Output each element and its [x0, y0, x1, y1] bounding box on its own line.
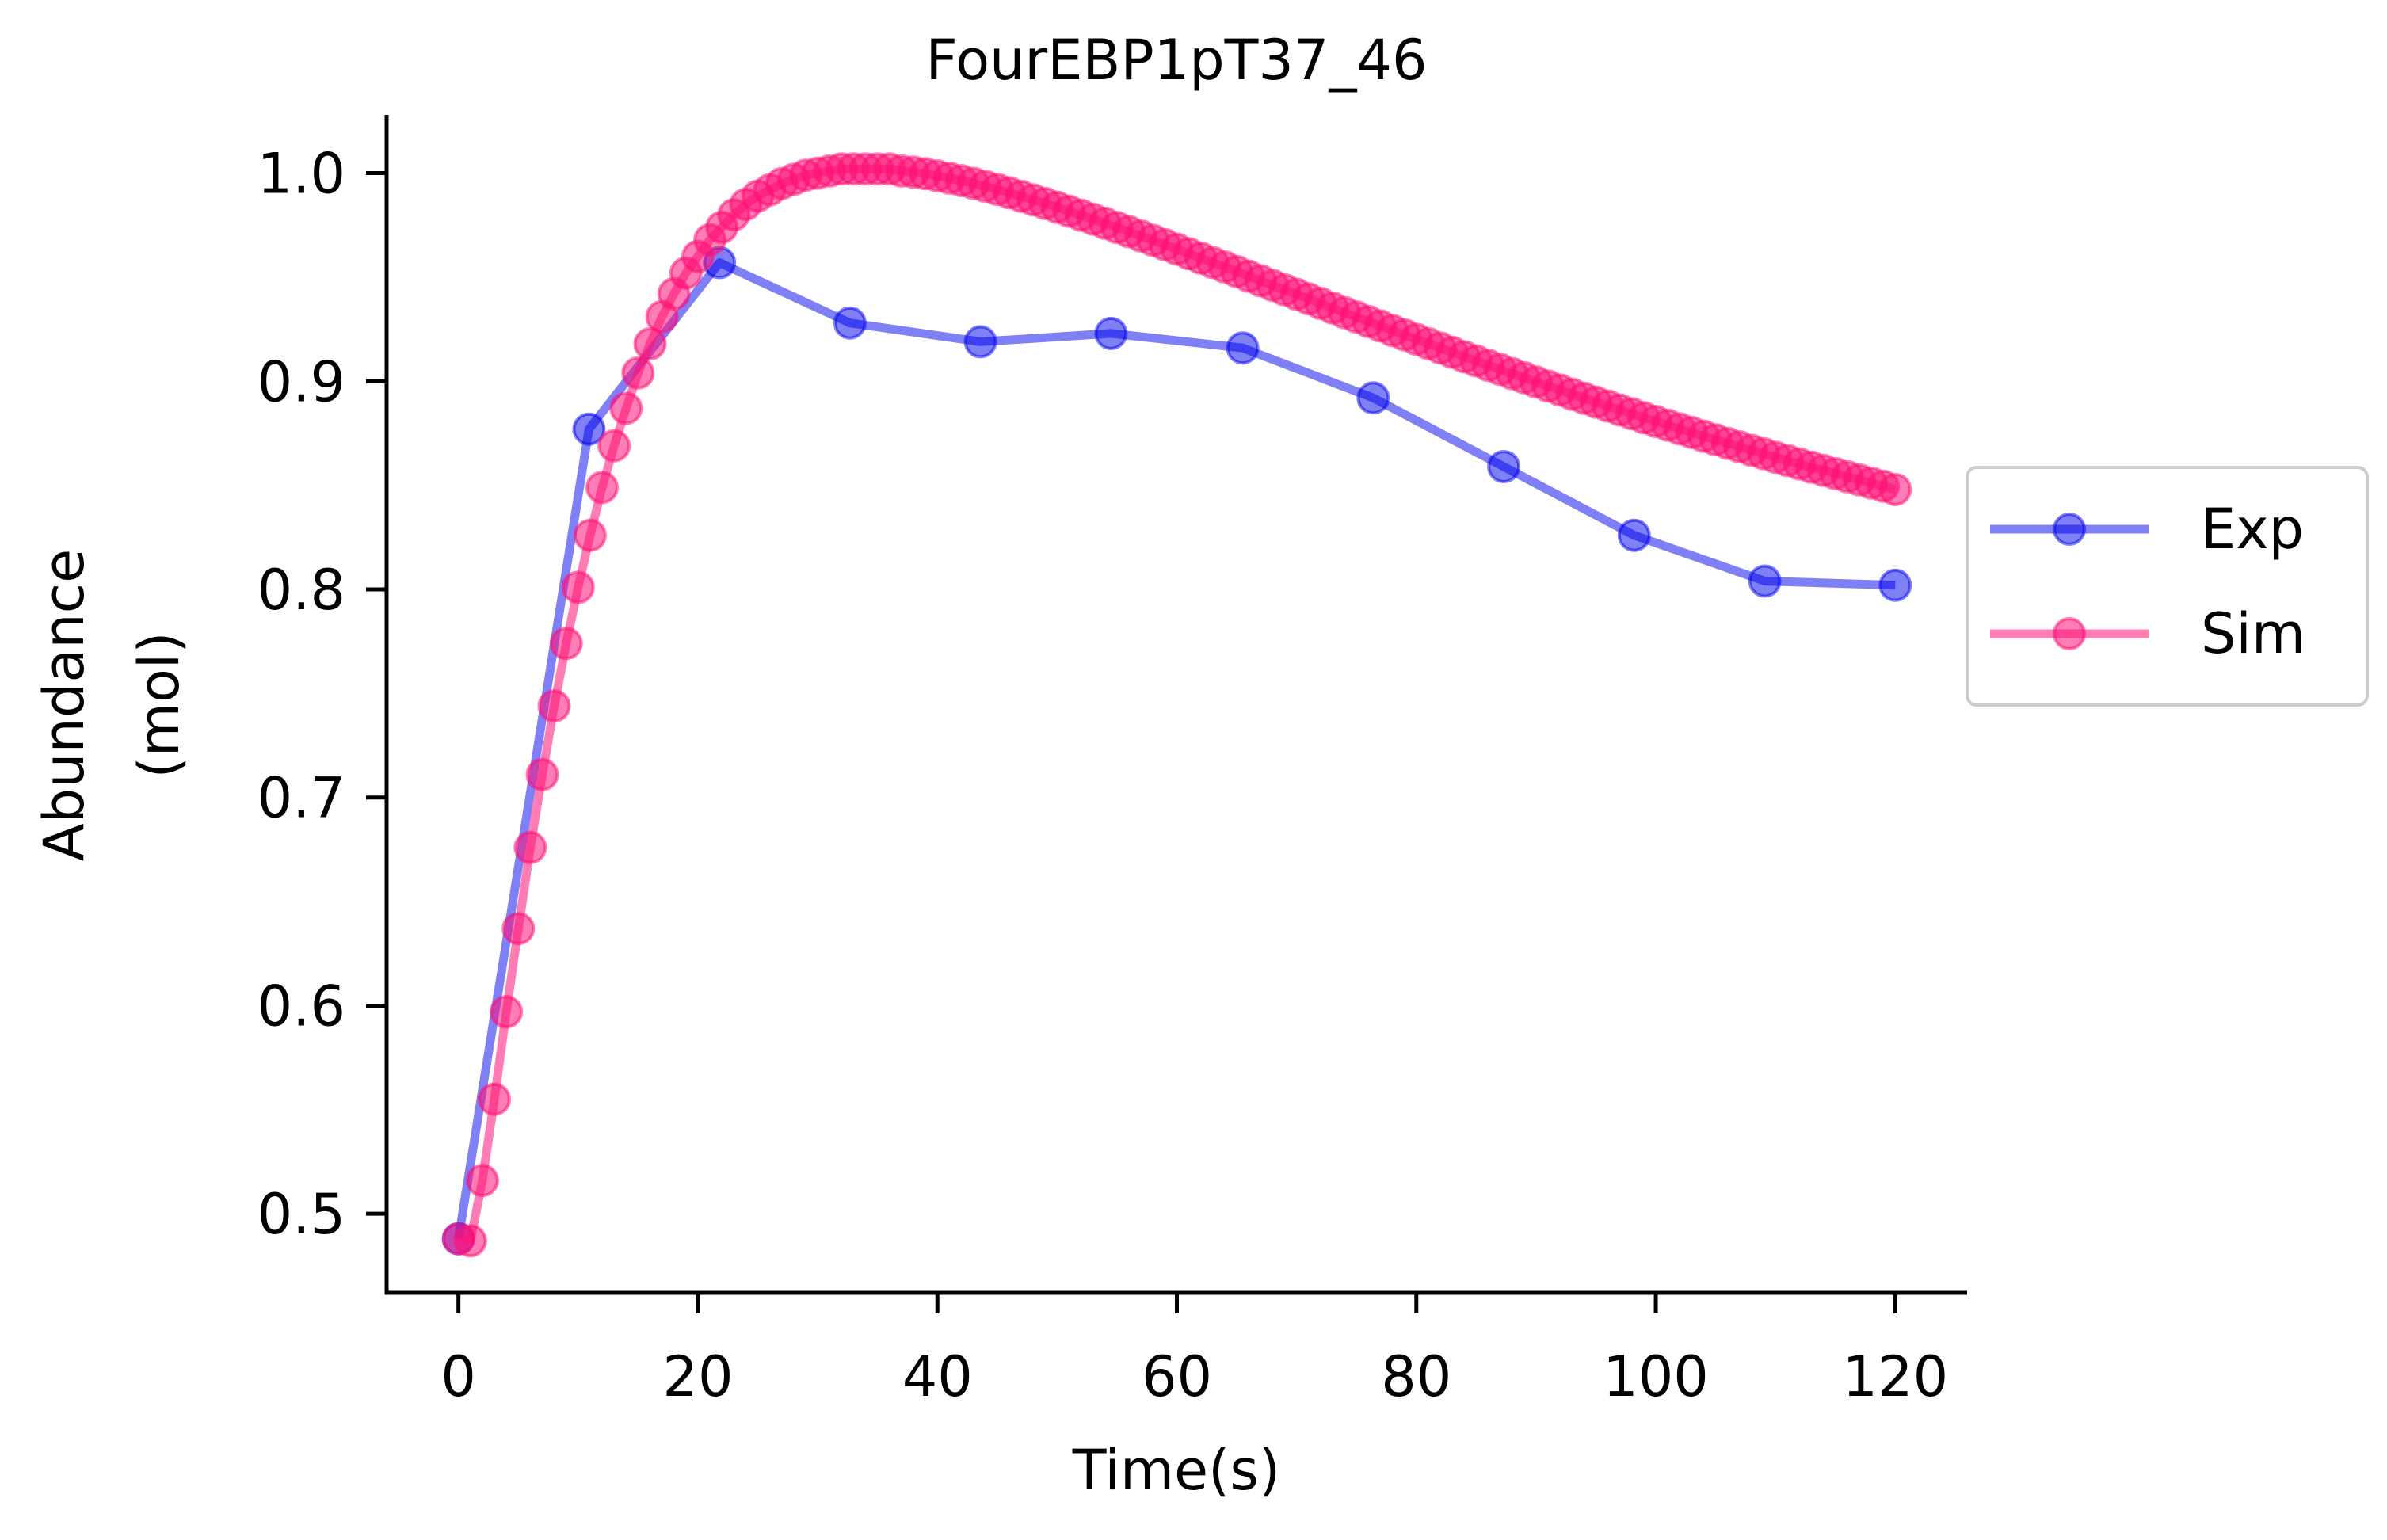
x-tick-label: 20 — [662, 1344, 733, 1409]
legend-sim-marker — [2053, 617, 2086, 650]
series-sim-point — [633, 327, 667, 360]
legend: Exp Sim — [1966, 466, 2369, 707]
x-tick-label: 80 — [1381, 1344, 1451, 1409]
series-exp-point — [572, 412, 606, 446]
chart-title: FourEBP1pT37_46 — [925, 28, 1427, 93]
x-tick-label: 120 — [1843, 1344, 1949, 1409]
legend-frame — [1966, 466, 2369, 707]
series-sim-point — [621, 356, 655, 390]
y-tick-label: 0.6 — [257, 974, 345, 1039]
series-exp-point — [1487, 450, 1521, 483]
series-exp-point — [1878, 568, 1912, 602]
y-axis-label-line-1: Abundance — [32, 549, 97, 861]
series-sim-point — [537, 689, 571, 723]
legend-exp-marker — [2053, 513, 2086, 546]
series-exp-point — [1617, 518, 1651, 552]
series-sim — [441, 152, 1912, 1258]
x-tick-label: 40 — [902, 1344, 973, 1409]
series-sim-point — [549, 627, 583, 661]
series-sim-point — [453, 1224, 487, 1258]
series-sim-point — [501, 912, 536, 946]
x-tick-label: 60 — [1142, 1344, 1212, 1409]
x-tick-label: 100 — [1603, 1344, 1709, 1409]
series-exp-point — [963, 325, 997, 359]
series-sim-point — [465, 1164, 499, 1198]
plot-area — [441, 152, 1912, 1258]
y-tick-label: 0.7 — [257, 766, 345, 831]
series-exp-point — [833, 306, 867, 340]
y-tick-label: 0.8 — [257, 558, 345, 623]
series-sim-point — [525, 757, 559, 791]
y-axis-ticks: 0.5 0.6 0.7 0.8 0.9 1.0 — [257, 142, 387, 1247]
series-sim-point — [1878, 472, 1912, 506]
y-tick-label: 1.0 — [257, 142, 345, 207]
series-exp — [441, 246, 1912, 1256]
series-sim-point — [597, 429, 631, 463]
legend-sim-label: Sim — [2201, 601, 2305, 666]
x-axis-label: Time(s) — [1072, 1438, 1280, 1503]
series-sim-point — [478, 1082, 511, 1116]
y-tick-label: 0.9 — [257, 349, 345, 414]
series-sim-point — [585, 471, 619, 505]
series-sim-point — [573, 518, 607, 552]
series-sim-point — [513, 830, 547, 864]
series-sim-point — [609, 391, 643, 425]
series-exp-point — [1748, 564, 1782, 598]
series-exp-line — [454, 258, 1896, 1240]
y-axis-label-line-2: (mol) — [127, 631, 192, 778]
y-tick-label: 0.5 — [257, 1182, 345, 1247]
x-tick-label: 0 — [440, 1344, 476, 1409]
series-exp-point — [1094, 316, 1128, 350]
x-axis-ticks: 0 20 40 60 80 100 120 — [440, 1293, 1948, 1409]
legend-exp-label: Exp — [2201, 497, 2304, 562]
series-exp-point — [1226, 331, 1260, 365]
series-sim-point — [561, 570, 595, 604]
series-exp-point — [1356, 381, 1390, 415]
series-sim-point — [490, 995, 524, 1029]
